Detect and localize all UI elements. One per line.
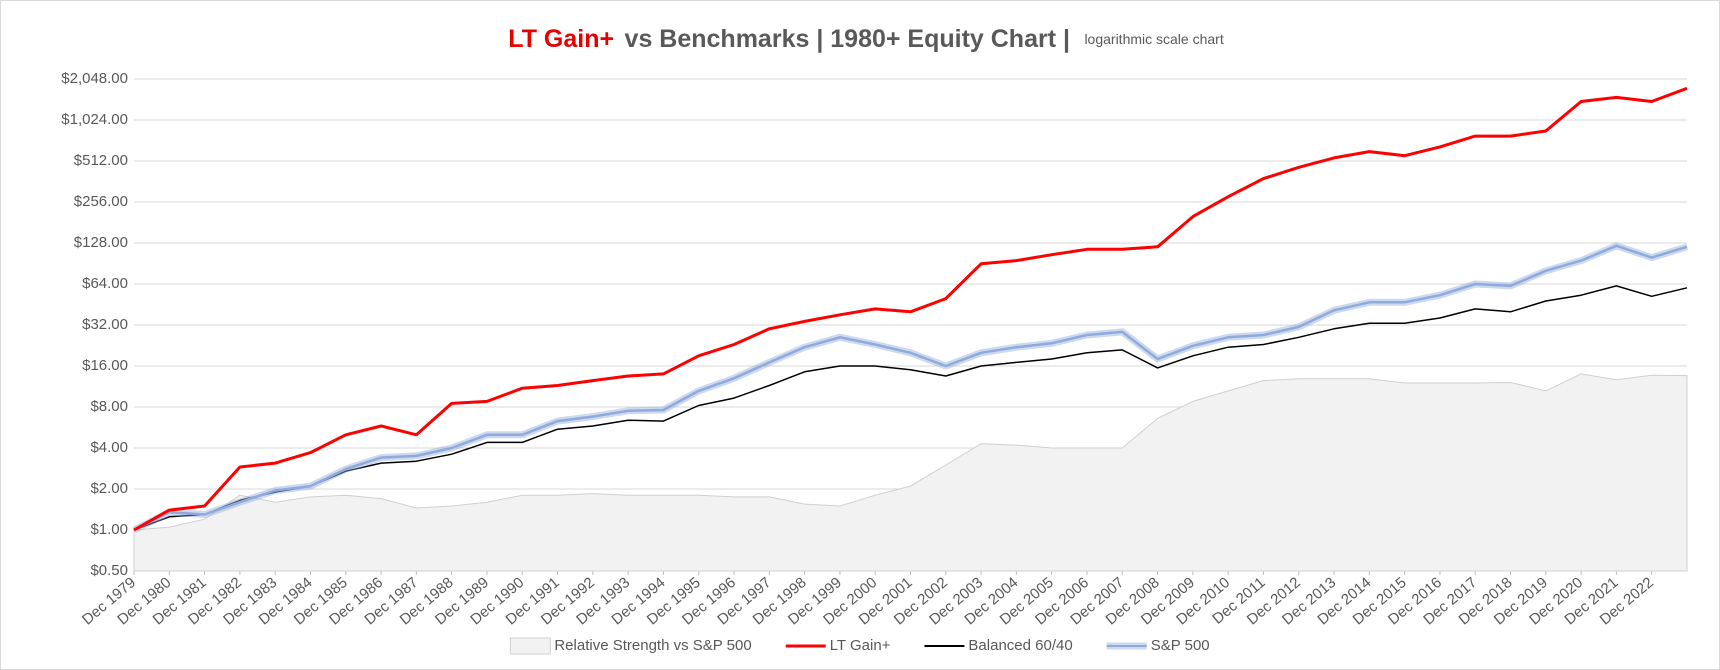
- chart-title-highlight: LT Gain+: [508, 25, 614, 53]
- y-tick-label: $0.50: [90, 562, 128, 579]
- chart-title-group: LT Gain+ vs Benchmarks | 1980+ Equity Ch…: [508, 25, 1224, 53]
- y-tick-label: $32.00: [82, 316, 128, 333]
- y-tick-label: $8.00: [90, 398, 128, 415]
- legend: Relative Strength vs S&P 500 LT Gain+ Bala…: [509, 637, 1210, 655]
- y-tick-label: $16.00: [82, 357, 128, 374]
- legend-label: LT Gain+: [830, 637, 891, 654]
- line: [133, 285, 1688, 531]
- y-tick-label: $128.00: [74, 234, 128, 251]
- y-tick-label: $1.00: [90, 521, 128, 538]
- y-tick-label: $4.00: [90, 439, 128, 456]
- legend-label: S&P 500: [1151, 637, 1210, 654]
- chart-title: vs Benchmarks | 1980+ Equity Chart |: [625, 25, 1070, 53]
- y-tick-label: $512.00: [74, 152, 128, 169]
- legend-label: Balanced 60/40: [968, 637, 1072, 654]
- y-tick-label: $256.00: [74, 193, 128, 210]
- chart-subtitle: logarithmic scale chart: [1084, 31, 1223, 47]
- y-tick-label: $64.00: [82, 275, 128, 292]
- legend-label: Relative Strength vs S&P 500: [554, 637, 751, 654]
- line: [133, 244, 1688, 532]
- line: [133, 86, 1688, 532]
- area: [133, 373, 1688, 572]
- y-tick-label: $2.00: [90, 480, 128, 497]
- y-tick-label: $1,024.00: [61, 111, 128, 128]
- y-tick-label: $2,048.00: [61, 70, 128, 87]
- legend-swatch: [509, 637, 551, 655]
